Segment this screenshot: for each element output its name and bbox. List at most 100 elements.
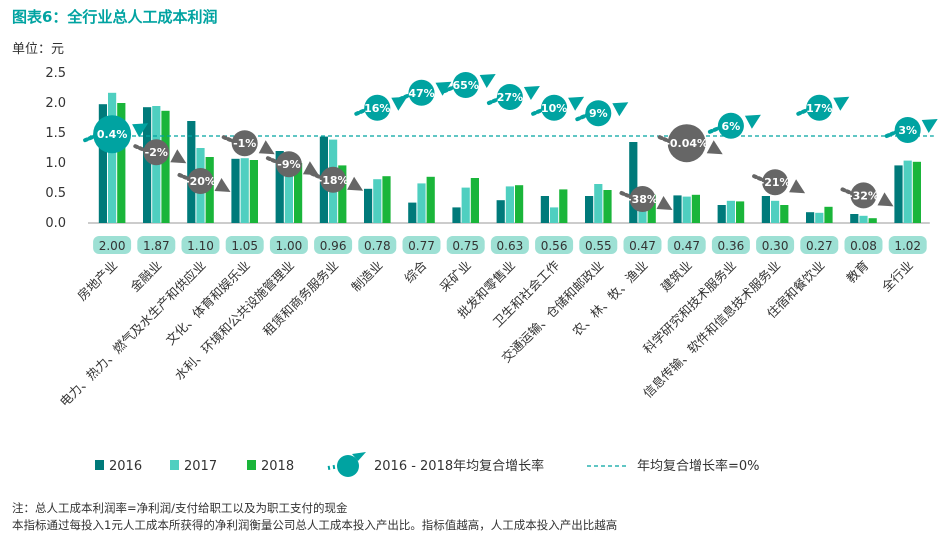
bar-2018-11: [603, 190, 612, 223]
growth-arrow-head-9: [523, 86, 540, 100]
value-badge-bg-12: [623, 236, 662, 254]
growth-bubble-14: [717, 112, 744, 139]
growth-bubble-0: [93, 115, 132, 154]
value-badge-12: 0.47: [629, 239, 656, 253]
growth-label-13: -0.04%: [665, 137, 708, 150]
growth-arrow-head-6: [391, 96, 408, 111]
bar-2017-0: [108, 92, 117, 223]
value-badge-bg-8: [446, 236, 485, 254]
value-badge-4: 1.00: [276, 239, 303, 253]
bar-2016-6: [364, 188, 373, 223]
growth-bubble-6: [364, 94, 391, 121]
growth-arrow-head-11: [612, 102, 629, 117]
growth-arrow-head-8: [479, 74, 496, 88]
bar-2016-11: [585, 196, 594, 223]
growth-label-9: 27%: [497, 91, 523, 104]
legend-swatch-s2018: [247, 460, 256, 470]
growth-arrow-head-3: [258, 140, 275, 155]
bar-2017-15: [771, 200, 780, 223]
value-badge-bg-2: [181, 236, 220, 254]
bar-2016-1: [143, 107, 152, 223]
growth-arrow-head-12: [656, 196, 673, 210]
bar-2018-7: [426, 176, 435, 223]
bar-2016-18: [894, 165, 903, 223]
bar-2017-10: [550, 207, 559, 223]
value-badge-bg-9: [490, 236, 529, 254]
growth-label-0: 0.4%: [97, 128, 128, 141]
category-label-1: 金融业: [127, 258, 164, 295]
bar-2016-15: [761, 196, 770, 223]
growth-arrow-head-2: [214, 178, 231, 192]
bar-2016-12: [629, 142, 638, 223]
category-label-3: 文化、体育和娱乐业: [163, 258, 253, 348]
value-badge-bg-11: [579, 236, 618, 254]
legend-label-s2017: 2017: [184, 459, 217, 474]
growth-arrow-head-4: [302, 161, 319, 176]
growth-label-7: 47%: [408, 87, 434, 100]
bar-2016-7: [408, 202, 417, 223]
legend-label-dashed: 年均复合增长率=0%: [637, 458, 760, 474]
growth-bubble-2: [187, 168, 214, 194]
legend-swatch-s2016: [95, 460, 104, 470]
bar-2018-12: [647, 194, 656, 223]
bar-2018-14: [736, 201, 745, 223]
y-tick-label: 2.5: [45, 66, 66, 81]
legend-label-bubble: 2016 - 2018年均复合增长率: [374, 458, 544, 474]
bar-2016-14: [717, 205, 726, 223]
bar-2018-8: [470, 178, 479, 223]
growth-label-11: 9%: [589, 107, 608, 120]
bar-2016-16: [806, 212, 815, 223]
bar-2016-4: [275, 151, 284, 223]
growth-label-5: -18%: [318, 174, 349, 187]
bar-2018-3: [249, 160, 258, 223]
value-badge-17: 0.08: [850, 239, 877, 253]
growth-arrow-head-10: [568, 96, 585, 111]
y-tick-label: 0.0: [45, 216, 66, 231]
growth-arrow-head-14: [744, 114, 761, 129]
growth-bubble-13: [667, 124, 706, 163]
bar-2017-14: [726, 200, 735, 223]
y-tick-label: 0.5: [45, 186, 66, 201]
value-badge-bg-5: [314, 236, 353, 254]
growth-arrow-head-13: [706, 140, 723, 155]
growth-label-14: 6%: [722, 120, 741, 133]
growth-bubble-5: [320, 166, 347, 193]
bar-2018-17: [868, 218, 877, 223]
bar-2016-3: [231, 158, 240, 223]
bar-2018-6: [382, 176, 391, 223]
growth-bubble-15: [762, 169, 789, 196]
bar-2017-17: [859, 215, 868, 223]
y-tick-label: 2.0: [45, 96, 66, 111]
growth-label-8: 65%: [453, 79, 479, 92]
bar-2018-18: [912, 161, 921, 223]
category-label-17: 教育: [843, 258, 871, 286]
bar-2018-15: [780, 205, 789, 223]
value-badge-7: 0.77: [408, 239, 435, 253]
value-badge-bg-1: [137, 236, 176, 254]
category-label-6: 制造业: [348, 258, 385, 295]
value-badge-18: 1.02: [894, 239, 921, 253]
bar-2018-4: [294, 163, 303, 223]
category-label-18: 全行业: [879, 258, 916, 295]
value-badge-16: 0.27: [806, 239, 833, 253]
bar-2018-0: [117, 103, 126, 223]
value-badge-3: 1.05: [231, 239, 258, 253]
value-badge-bg-13: [667, 236, 706, 254]
growth-bubble-9: [496, 84, 523, 110]
notes: 注：总人工成本利润率=净利润/支付给职工以及为职工支付的现金 本指标通过每投入1…: [12, 500, 617, 534]
bar-2018-10: [559, 189, 568, 223]
legend-bubble-arrow: [352, 452, 366, 461]
bar-2016-13: [673, 195, 682, 223]
growth-bubble-10: [541, 94, 568, 121]
growth-bubble-11: [585, 100, 612, 127]
bar-2017-11: [594, 184, 603, 223]
bar-2016-0: [98, 104, 107, 223]
bar-2018-1: [161, 110, 170, 223]
category-label-13: 建筑业: [658, 258, 695, 295]
growth-bubble-7: [408, 79, 435, 106]
category-label-0: 房地产业: [74, 258, 120, 304]
value-badge-8: 0.75: [452, 239, 479, 253]
y-tick-label: 1.0: [45, 156, 66, 171]
value-badge-5: 0.96: [320, 239, 347, 253]
bar-2017-13: [682, 196, 691, 223]
